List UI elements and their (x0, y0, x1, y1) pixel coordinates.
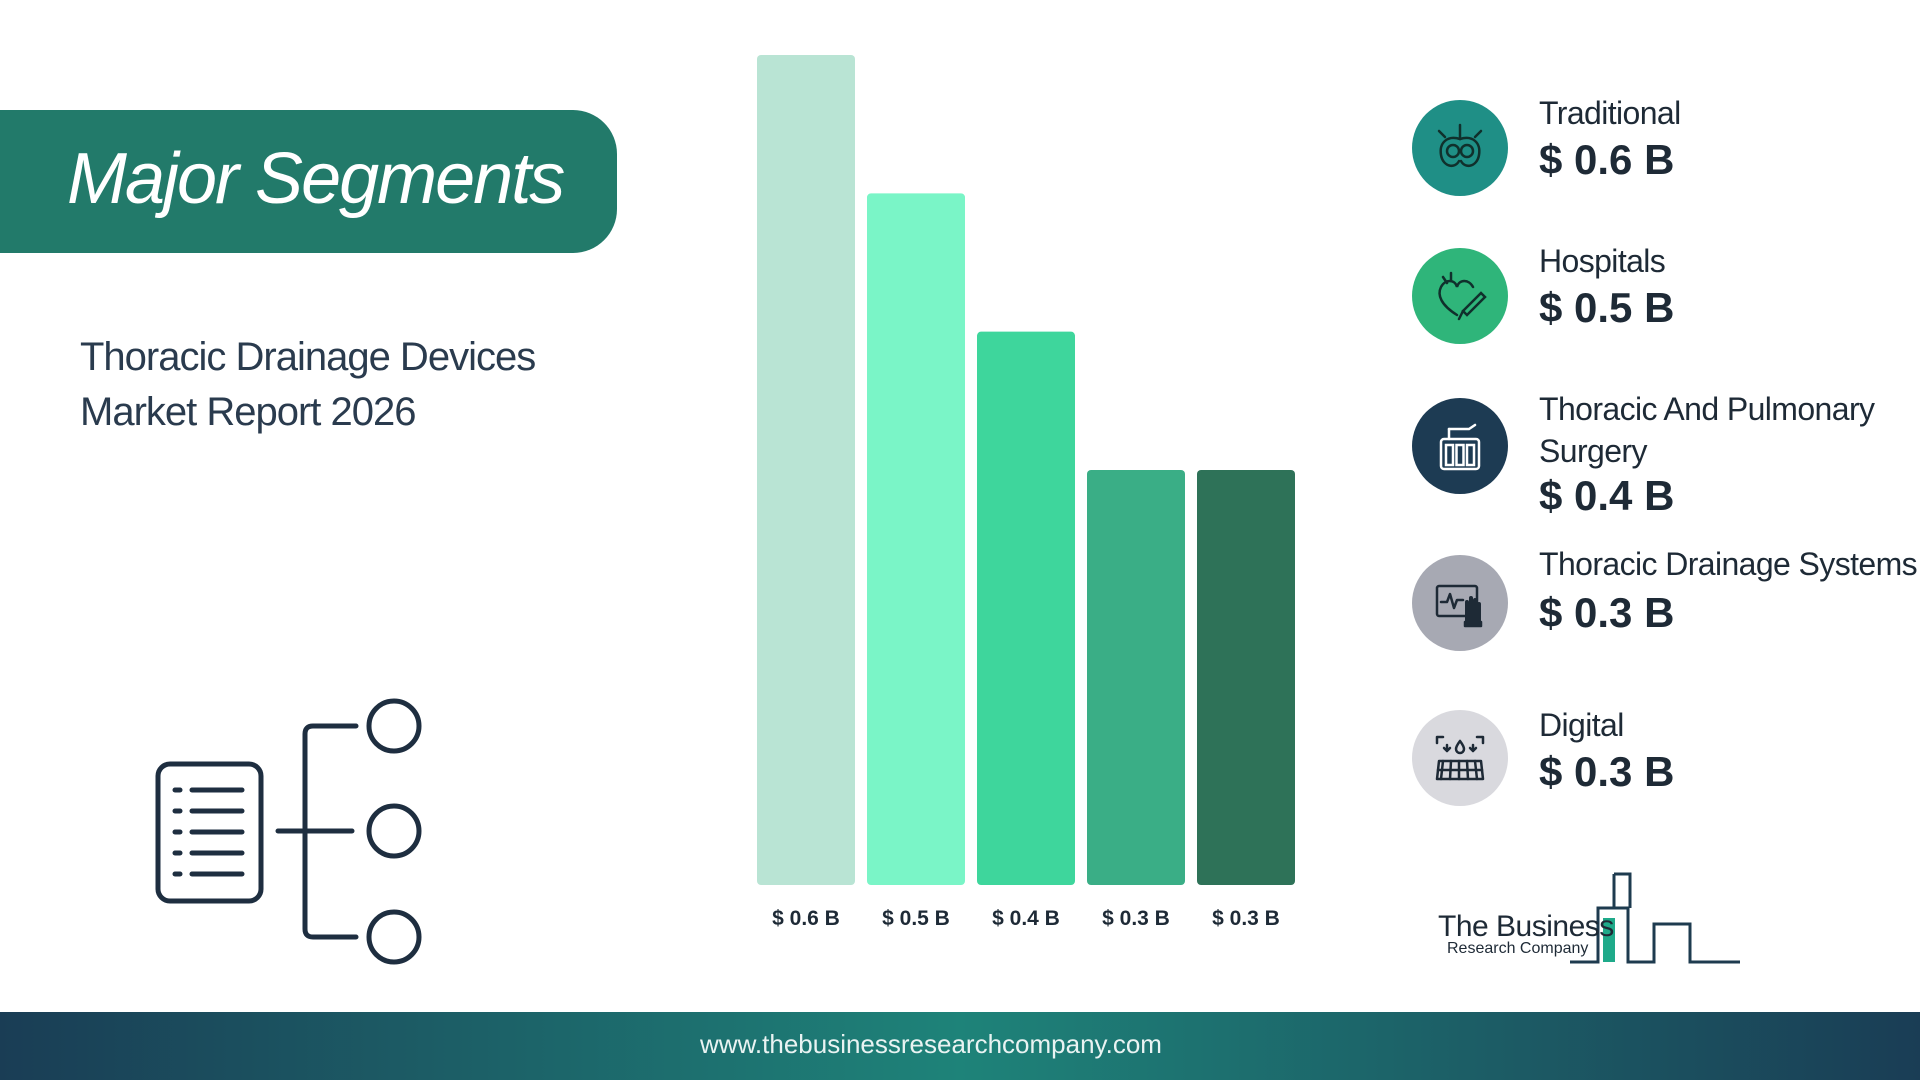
bar-value-label-4: $ 0.3 B (1102, 907, 1170, 930)
bar-1 (757, 55, 855, 885)
report-subtitle: Thoracic Drainage Devices Market Report … (80, 330, 536, 440)
organ-icon (1412, 100, 1508, 196)
bar-value-label-2: $ 0.5 B (882, 907, 950, 930)
legend-value: $ 0.3 B (1539, 748, 1675, 795)
logo-skyline-icon (1570, 872, 1740, 964)
footer-url-link[interactable]: www.thebusinessresearchcompany.com (700, 1029, 1162, 1059)
page-title: Major Segments (67, 139, 565, 219)
bar-value-label-3: $ 0.4 B (992, 907, 1060, 930)
drainage-device-icon (1412, 398, 1508, 494)
legend-value: $ 0.3 B (1539, 589, 1675, 636)
legend-label: Thoracic And Pulmonary Surgery (1539, 391, 1875, 469)
bar-5 (1197, 470, 1295, 885)
legend-label: Traditional (1539, 95, 1681, 131)
legend-value: $ 0.6 B (1539, 136, 1675, 183)
bar-value-label-5: $ 0.3 B (1212, 907, 1280, 930)
bar-4 (1087, 470, 1185, 885)
legend-label: Digital (1539, 707, 1624, 743)
title-banner: Major Segments (0, 110, 617, 253)
bar-chart-svg: $ 0.6 B $ 0.5 B $ 0.4 B $ 0.3 B $ 0.3 B (757, 55, 1295, 930)
logo-text-line2: Research Company (1447, 940, 1589, 957)
monitor-hand-icon (1412, 555, 1508, 651)
report-title-line1: Thoracic Drainage Devices (80, 335, 536, 379)
legend-value: $ 0.4 B (1539, 472, 1675, 519)
bar-3 (977, 331, 1075, 886)
bar-2 (867, 193, 965, 886)
footer-bar: www.thebusinessresearchcompany.com (0, 1012, 1920, 1080)
company-logo: The Business Research Company (1430, 870, 1750, 970)
legend-label: Hospitals (1539, 243, 1666, 279)
legend-value: $ 0.5 B (1539, 284, 1675, 331)
logo-text-line1: The Business (1438, 910, 1614, 943)
bar-value-label-1: $ 0.6 B (772, 907, 840, 930)
segments-icon (150, 690, 440, 985)
bar-chart: $ 0.6 B $ 0.5 B $ 0.4 B $ 0.3 B $ 0.3 B (740, 40, 1320, 940)
report-title-line2: Market Report 2026 (80, 390, 417, 434)
legend-label: Thoracic Drainage Systems (1539, 546, 1918, 582)
heart-scalpel-icon (1412, 248, 1508, 344)
keyboard-drops-icon (1412, 710, 1508, 806)
